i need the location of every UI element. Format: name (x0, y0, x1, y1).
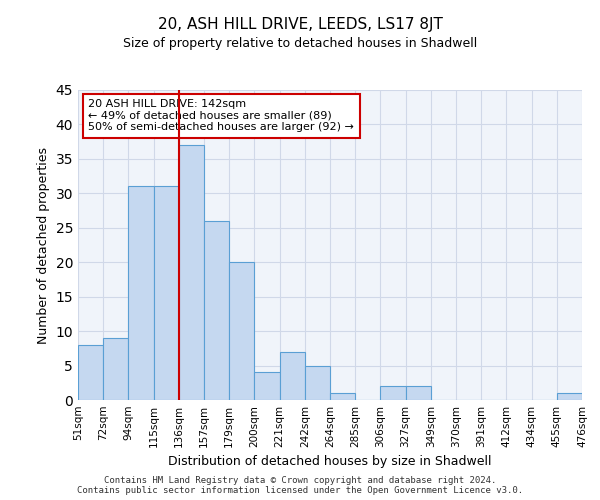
Bar (406, 386, 431, 400)
Bar (179, 145, 204, 400)
Bar (557, 393, 582, 400)
Bar (103, 338, 128, 400)
Bar (330, 393, 355, 400)
Text: Contains HM Land Registry data © Crown copyright and database right 2024.
Contai: Contains HM Land Registry data © Crown c… (77, 476, 523, 495)
Bar (254, 372, 280, 400)
Bar (229, 262, 254, 400)
Bar (305, 366, 330, 400)
Text: 20 ASH HILL DRIVE: 142sqm
← 49% of detached houses are smaller (89)
50% of semi-: 20 ASH HILL DRIVE: 142sqm ← 49% of detac… (88, 100, 354, 132)
Y-axis label: Number of detached properties: Number of detached properties (37, 146, 50, 344)
Text: Size of property relative to detached houses in Shadwell: Size of property relative to detached ho… (123, 38, 477, 51)
Bar (204, 221, 229, 400)
Text: 20, ASH HILL DRIVE, LEEDS, LS17 8JT: 20, ASH HILL DRIVE, LEEDS, LS17 8JT (158, 18, 442, 32)
Bar (78, 345, 103, 400)
Bar (154, 186, 179, 400)
Bar (128, 186, 154, 400)
X-axis label: Distribution of detached houses by size in Shadwell: Distribution of detached houses by size … (168, 456, 492, 468)
Bar (280, 352, 305, 400)
Bar (380, 386, 406, 400)
